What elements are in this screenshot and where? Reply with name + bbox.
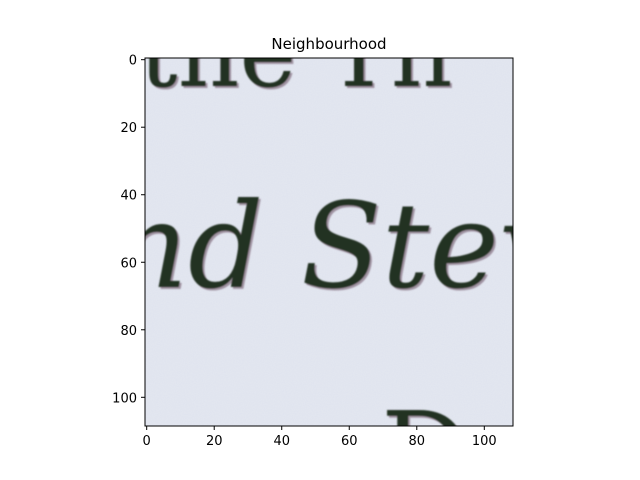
y-tick-label: 20 (120, 121, 137, 136)
y-tick-label: 0 (129, 54, 137, 69)
x-tick-label: 20 (206, 434, 223, 449)
ink-line-1: the Th the Th (139, 0, 455, 111)
x-tick-label: 80 (409, 434, 426, 449)
chart-title: Neighbourhood (271, 35, 386, 53)
y-tick-label: 100 (112, 391, 137, 406)
y-axis: 0 20 40 60 80 100 (112, 54, 145, 406)
x-tick-label: 0 (143, 434, 151, 449)
x-tick-label: 40 (273, 434, 290, 449)
svg-text:nd Steve: nd Steve (114, 179, 638, 317)
y-tick-label: 60 (120, 256, 137, 271)
x-tick-label: 60 (341, 434, 358, 449)
image-area: the Th the Th nd Steve nd Steve D D (112, 0, 638, 480)
svg-text:nd Steve: nd Steve (112, 177, 636, 315)
x-axis: 0 20 40 60 80 100 (143, 426, 497, 449)
svg-text:the Th: the Th (141, 0, 455, 111)
y-tick-label: 40 (120, 189, 137, 204)
svg-text:D: D (383, 390, 471, 480)
paper-texture (145, 58, 513, 426)
x-tick-label: 100 (472, 434, 497, 449)
y-tick-label: 80 (120, 324, 137, 339)
svg-text:the Th: the Th (139, 0, 453, 109)
axes-frame (144, 57, 514, 427)
svg-text:D: D (381, 388, 469, 480)
ink-line-2: nd Steve nd Steve (112, 177, 638, 317)
ink-line-3: D D (381, 388, 471, 480)
